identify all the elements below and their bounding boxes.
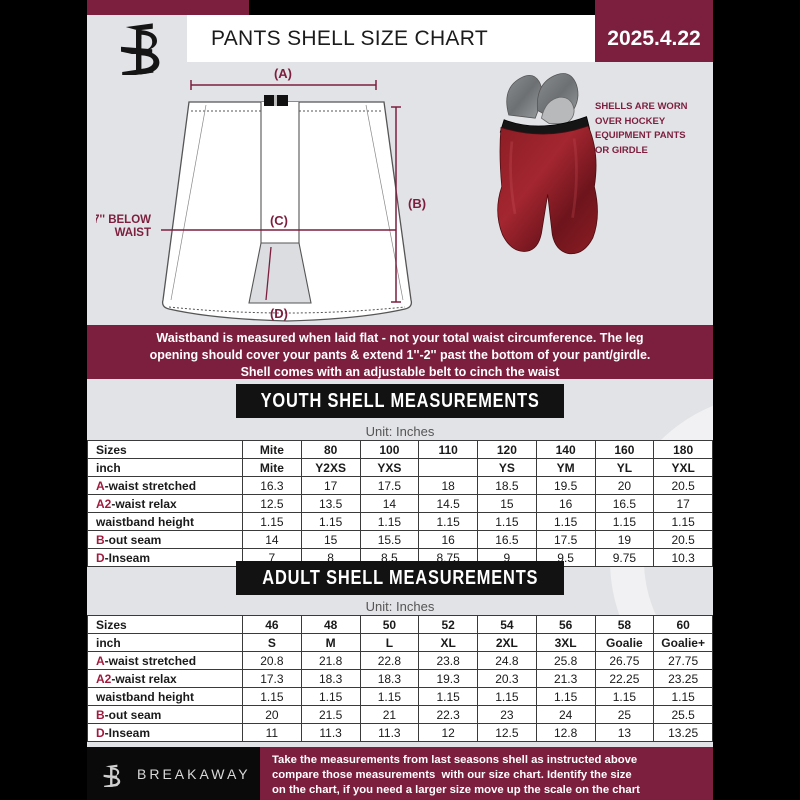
svg-text:(B): (B) bbox=[408, 196, 426, 211]
svg-text:(A): (A) bbox=[274, 66, 292, 81]
svg-text:(C): (C) bbox=[270, 213, 288, 228]
svg-text:7'' BELOW: 7'' BELOW bbox=[96, 214, 151, 226]
svg-text:(D): (D) bbox=[270, 306, 288, 321]
svg-text:WAIST: WAIST bbox=[115, 227, 151, 239]
